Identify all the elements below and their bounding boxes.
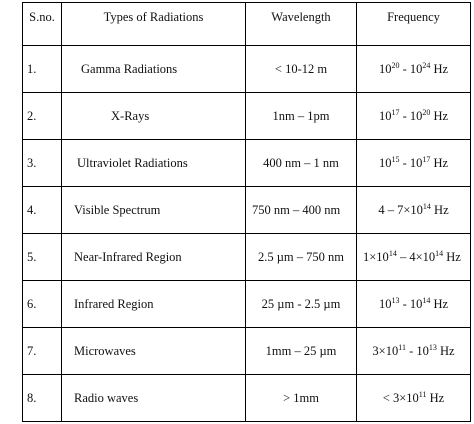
superscript: 14 (422, 202, 431, 211)
table-cell: 1015 - 1017 Hz (356, 139, 471, 187)
header-cell: S.no. (22, 2, 62, 46)
table-row: 1. Gamma Radiations < 10-12 m 1020 - 1024 H… (22, 45, 471, 93)
table-cell: 2. (22, 92, 62, 140)
cell-text: 10 (378, 156, 392, 170)
table-cell: Radio waves (61, 374, 246, 422)
cell-text: 3×10 (372, 344, 399, 358)
table-cell: 3×1011 - 1013 Hz (356, 327, 471, 375)
table-cell: Gamma Radiations (61, 45, 246, 93)
table-cell: 1020 - 1024 Hz (356, 45, 471, 93)
table-cell: Infrared Region (61, 280, 246, 328)
cell-text: Hz (443, 250, 461, 264)
cell-text: 10 (378, 62, 392, 76)
superscript: 13 (428, 343, 437, 352)
superscript: 13 (391, 296, 400, 305)
table-cell: 4 – 7×1014 Hz (356, 186, 471, 234)
table-cell: Microwaves (61, 327, 246, 375)
table-body: S.no. Types of Radiations Wavelength Freque… (22, 2, 471, 422)
cell-text: – 4×10 (396, 250, 436, 264)
header-cell: Wavelength (245, 2, 357, 46)
header-row: S.no. Types of Radiations Wavelength Freque… (22, 2, 471, 46)
header-cell: Frequency (356, 2, 471, 46)
table-cell: 6. (22, 280, 62, 328)
table-cell: 4. (22, 186, 62, 234)
table-cell: 3. (22, 139, 62, 187)
cell-text: - 10 (399, 62, 423, 76)
cell-text: - 10 (399, 109, 423, 123)
table-cell: 5. (22, 233, 62, 281)
cell-text: - 10 (399, 297, 423, 311)
table-cell: 25 µm - 2.5 µm (245, 280, 357, 328)
table-cell: Ultraviolet Radiations (61, 139, 246, 187)
superscript: 17 (391, 108, 400, 117)
table-row: 2. X-Rays 1nm – 1pm 1017 - 1020 Hz (22, 92, 471, 140)
table-cell: 8. (22, 374, 62, 422)
radiation-table: S.no. Types of Radiations Wavelength Freque… (22, 2, 471, 422)
table-cell: < 10-12 m (245, 45, 357, 93)
table-row: 7. Microwaves 1mm – 25 µm 3×1011 - 1013 Hz (22, 327, 471, 375)
superscript: 14 (388, 249, 397, 258)
table-cell: 750 nm – 400 nm (245, 186, 357, 234)
table-cell: 7. (22, 327, 62, 375)
cell-text: Hz (436, 344, 455, 358)
cell-text: Hz (430, 62, 449, 76)
cell-text: Hz (430, 156, 449, 170)
superscript: 14 (422, 296, 431, 305)
table-row: 5. Near-Infrared Region 2.5 µm – 750 nm 1×1… (22, 233, 471, 281)
table-cell: 400 nm – 1 nm (245, 139, 357, 187)
cell-text: Hz (430, 297, 449, 311)
cell-text: 10 (378, 109, 392, 123)
table-row: 4. Visible Spectrum 750 nm – 400 nm 4 – 7×1… (22, 186, 471, 234)
cell-text: 10 (378, 297, 392, 311)
superscript: 11 (398, 343, 406, 352)
cell-text: 1×10 (363, 250, 389, 264)
table-cell: Near-Infrared Region (61, 233, 246, 281)
table-cell: 1×1014 – 4×1014 Hz (356, 233, 471, 281)
superscript: 24 (422, 61, 431, 70)
cell-text: 4 – 7×10 (378, 203, 423, 217)
table-row: 3. Ultraviolet Radiations 400 nm – 1 nm 101… (22, 139, 471, 187)
superscript: 15 (391, 155, 400, 164)
cell-text: Hz (430, 203, 449, 217)
table-cell: < 3×1011 Hz (356, 374, 471, 422)
cell-text: < 3×10 (382, 391, 419, 405)
table-cell: 1017 - 1020 Hz (356, 92, 471, 140)
cell-text: - 10 (405, 344, 429, 358)
superscript: 14 (435, 249, 444, 258)
superscript: 17 (422, 155, 431, 164)
table-cell: 1013 - 1014 Hz (356, 280, 471, 328)
table-row: 8. Radio waves > 1mm < 3×1011 Hz (22, 374, 471, 422)
cell-text: Hz (426, 391, 445, 405)
table-cell: 1nm – 1pm (245, 92, 357, 140)
table-cell: 1. (22, 45, 62, 93)
table-cell: 1mm – 25 µm (245, 327, 357, 375)
table-row: 6. Infrared Region 25 µm - 2.5 µm 1013 - 10… (22, 280, 471, 328)
header-cell: Types of Radiations (61, 2, 246, 46)
table-cell: 2.5 µm – 750 nm (245, 233, 357, 281)
superscript: 11 (418, 390, 427, 399)
superscript: 20 (422, 108, 431, 117)
cell-text: Hz (430, 109, 449, 123)
table-cell: > 1mm (245, 374, 357, 422)
superscript: 20 (391, 61, 400, 70)
cell-text: - 10 (399, 156, 423, 170)
table-cell: Visible Spectrum (61, 186, 246, 234)
table-cell: X-Rays (61, 92, 246, 140)
